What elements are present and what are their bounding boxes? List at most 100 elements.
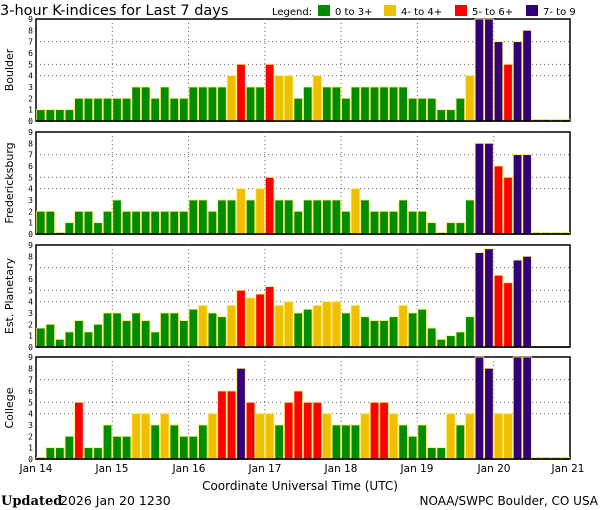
k-index-bar xyxy=(503,282,513,348)
k-index-bar xyxy=(512,154,523,235)
k-index-bar xyxy=(131,210,141,235)
k-index-bar xyxy=(188,199,199,235)
k-index-bar xyxy=(407,97,418,122)
y-tick-label: 5 xyxy=(28,60,33,69)
legend-label: Legend: xyxy=(272,7,312,18)
k-index-bar xyxy=(436,109,446,122)
k-index-bar xyxy=(427,447,437,460)
y-tick-label: 6 xyxy=(28,387,33,396)
k-index-bar xyxy=(245,297,256,348)
k-index-bar xyxy=(446,222,456,235)
y-tick-label: 0 xyxy=(28,230,33,239)
k-index-bar xyxy=(407,435,418,460)
legend-swatch-purple xyxy=(526,5,538,16)
source-credit: NOAA/SWPC Boulder, CO USA xyxy=(420,494,599,508)
x-tick-label: Jan 17 xyxy=(248,463,282,475)
k-index-bar xyxy=(188,86,199,122)
k-index-bar xyxy=(369,210,380,235)
k-index-bar xyxy=(503,176,513,235)
y-tick-label: 4 xyxy=(28,298,33,307)
k-index-bar xyxy=(436,447,446,460)
k-index-bar xyxy=(455,222,466,235)
panels: 0 1 2 3 4 5 6 7 8 9 Boulder 0 1 2 3 4 5 6 7 8 9 Fredericksbur… xyxy=(3,15,571,464)
x-tick-label: Jan 20 xyxy=(477,463,511,475)
y-tick-label: 3 xyxy=(28,83,33,92)
k-index-bar xyxy=(398,86,408,122)
k-index-bar xyxy=(522,356,532,460)
k-index-bar xyxy=(369,86,380,122)
k-index-bar xyxy=(284,401,294,460)
k-index-bar xyxy=(398,424,408,460)
x-tick-label: Jan 14 xyxy=(19,463,53,475)
k-index-bar xyxy=(74,401,84,460)
k-index-bar xyxy=(140,210,151,235)
k-index-bar xyxy=(474,356,485,460)
y-tick-label: 7 xyxy=(28,376,33,385)
k-index-bar xyxy=(331,86,342,122)
k-index-bar xyxy=(493,165,504,235)
k-index-bar xyxy=(398,199,408,235)
k-index-bar xyxy=(303,401,313,460)
k-index-bar xyxy=(293,390,303,460)
k-index-bar xyxy=(226,199,237,235)
k-index-bar xyxy=(474,18,485,122)
y-tick-label: 5 xyxy=(28,398,33,407)
k-index-bar xyxy=(417,97,427,122)
k-index-bar xyxy=(341,424,351,460)
panel-label: College xyxy=(3,387,16,428)
x-tick-label: Jan 16 xyxy=(172,463,206,475)
k-index-bar xyxy=(484,18,494,122)
k-index-bar xyxy=(455,97,466,122)
k-index-bar xyxy=(465,316,475,348)
panel-fredericksburg: 0 1 2 3 4 5 6 7 8 9 Fredericksburg xyxy=(3,128,571,239)
k-index-bar xyxy=(274,305,284,348)
y-tick-label: 2 xyxy=(28,94,33,103)
y-tick-label: 2 xyxy=(28,207,33,216)
k-index-bar xyxy=(102,312,113,348)
k-index-bar xyxy=(36,327,46,348)
k-index-bar xyxy=(407,210,418,235)
k-index-bar xyxy=(207,86,218,122)
k-index-bar xyxy=(236,188,246,235)
y-tick-label: 2 xyxy=(28,320,33,329)
k-index-bar xyxy=(45,447,55,460)
k-index-bar xyxy=(198,424,208,460)
k-index-bar xyxy=(312,75,322,122)
y-tick-label: 6 xyxy=(28,49,33,58)
k-index-bar xyxy=(522,154,532,235)
k-index-bar xyxy=(284,301,294,348)
k-index-bar xyxy=(131,86,141,122)
legend-swatch-yellow xyxy=(384,5,396,16)
k-index-bar xyxy=(83,331,94,348)
y-tick-label: 1 xyxy=(28,332,33,341)
k-index-bar xyxy=(102,210,113,235)
k-index-bar xyxy=(293,97,303,122)
k-index-bar xyxy=(322,413,332,460)
updated-value: 2026 Jan 20 1230 xyxy=(60,493,171,508)
k-index-bar xyxy=(217,86,227,122)
k-index-bar xyxy=(83,210,94,235)
k-index-bar xyxy=(140,320,151,348)
k-index-bar xyxy=(446,335,456,348)
k-index-bar xyxy=(379,401,389,460)
k-index-bar xyxy=(427,97,437,122)
y-tick-label: 0 xyxy=(28,343,33,352)
k-index-bar xyxy=(245,86,256,122)
k-index-bar xyxy=(150,331,160,348)
k-index-bar xyxy=(198,199,208,235)
k-index-bar xyxy=(512,356,523,460)
k-index-bar xyxy=(188,308,199,348)
k-index-bar xyxy=(64,331,75,348)
k-index-bar xyxy=(93,323,103,348)
k-index-bar xyxy=(388,316,399,348)
y-tick-label: 8 xyxy=(28,364,33,373)
k-index-bar xyxy=(64,109,75,122)
x-axis-label: Coordinate Universal Time (UTC) xyxy=(202,479,398,493)
k-index-bar xyxy=(493,274,504,348)
y-tick-label: 2 xyxy=(28,432,33,441)
k-index-bar xyxy=(379,86,389,122)
k-index-bar xyxy=(331,301,342,348)
x-tick-label: Jan 18 xyxy=(324,463,358,475)
k-index-bar xyxy=(169,312,179,348)
